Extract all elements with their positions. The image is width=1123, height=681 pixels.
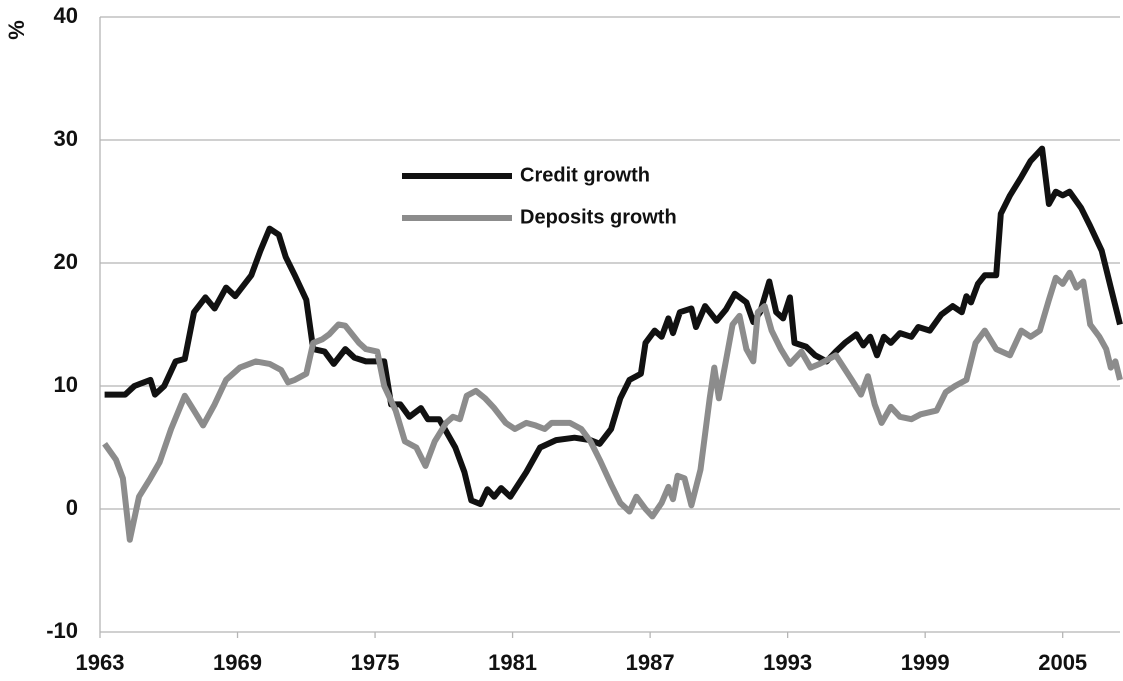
y-tick-label: 10 — [54, 372, 78, 397]
y-tick-label: 20 — [54, 249, 78, 274]
y-tick-label: 40 — [54, 3, 78, 28]
x-tick-label: 1975 — [351, 650, 400, 675]
legend-label: Deposits growth — [520, 206, 677, 228]
x-tick-label: 2005 — [1038, 650, 1087, 675]
series-line — [104, 145, 1123, 508]
x-tick-label: 1999 — [901, 650, 950, 675]
y-tick-label: 30 — [54, 126, 78, 151]
x-tick-label: 1969 — [213, 650, 262, 675]
y-tick-label: -10 — [46, 618, 78, 643]
x-tick-label: 1963 — [76, 650, 125, 675]
x-tick-label: 1981 — [488, 650, 537, 675]
y-tick-label: 0 — [66, 495, 78, 520]
x-tick-label: 1987 — [626, 650, 675, 675]
legend-label: Credit growth — [520, 164, 650, 186]
y-axis-label: % — [4, 20, 29, 40]
x-tick-label: 1993 — [763, 650, 812, 675]
series-line — [102, 269, 1123, 543]
